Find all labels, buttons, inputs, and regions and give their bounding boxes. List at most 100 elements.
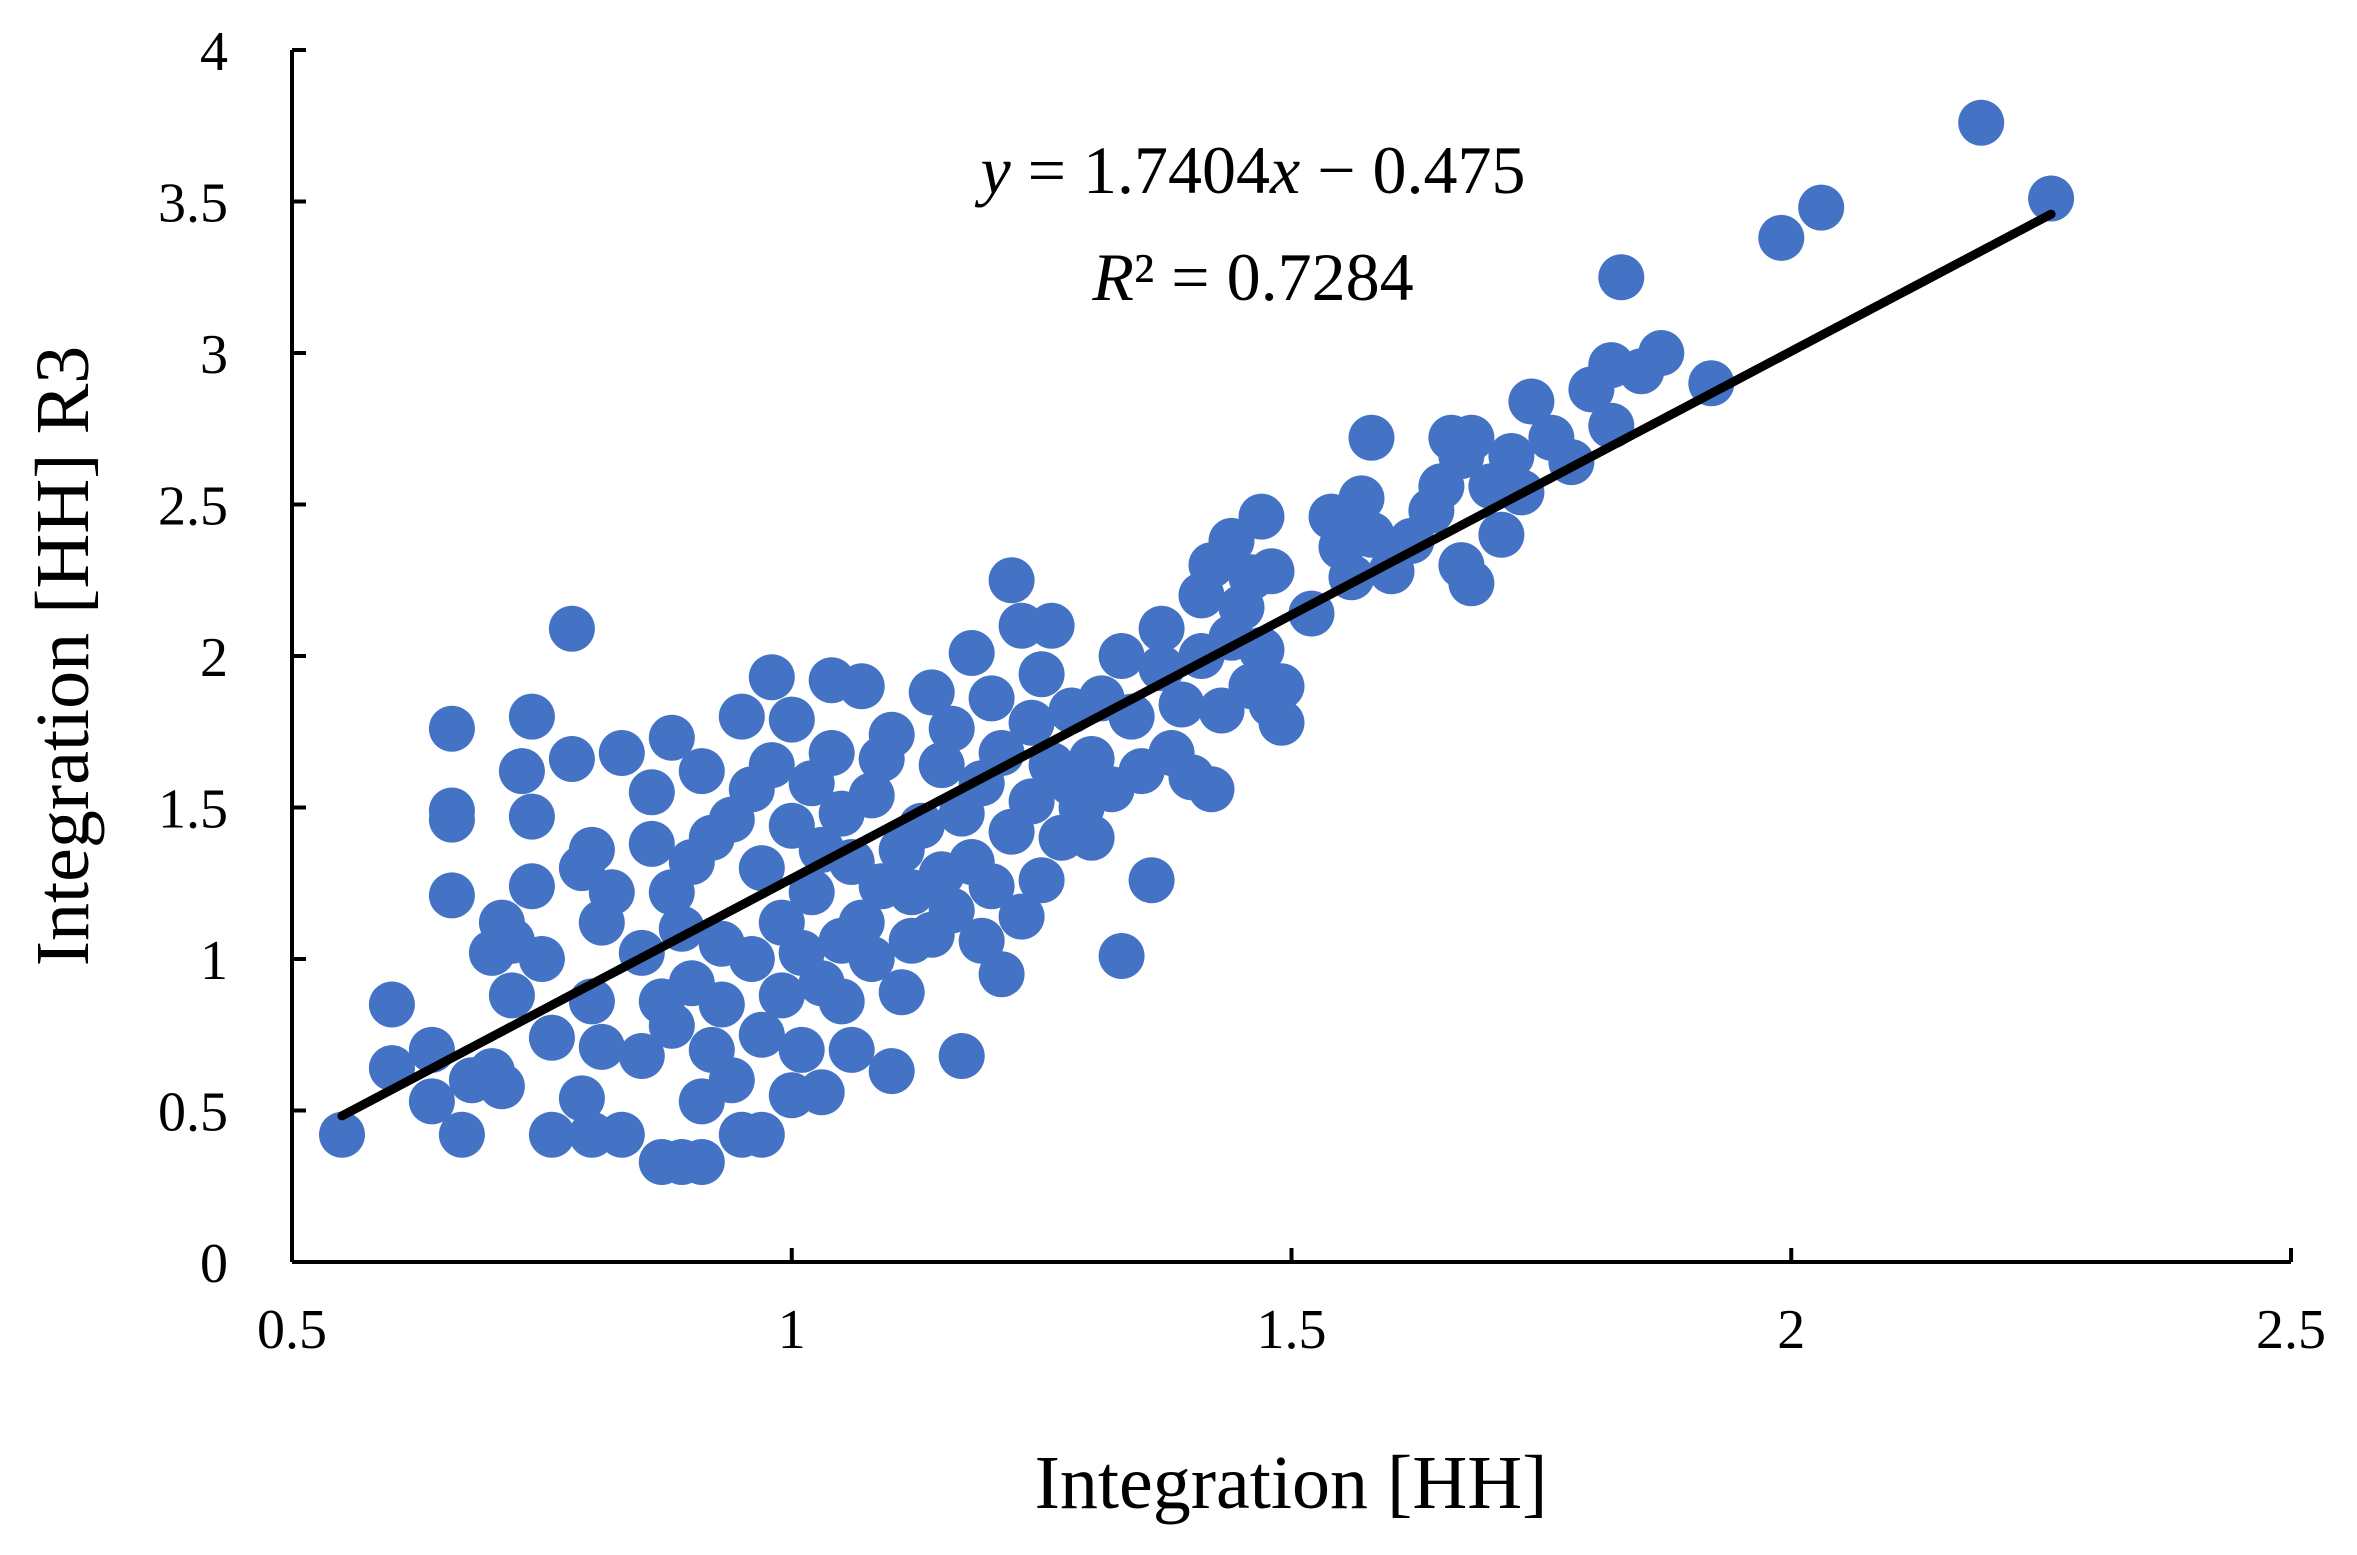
data-point [678,1139,725,1185]
data-point [1348,414,1395,461]
data-point [598,1111,645,1158]
data-point [728,936,775,982]
x-tick-label: 2 [1777,1299,1805,1361]
data-point [508,693,555,740]
x-tick-label: 2.5 [2256,1299,2326,1361]
data-point [1018,857,1065,904]
data-point [1098,933,1145,979]
r-squared-label: R² = 0.7284 [1091,239,1413,315]
data-points [319,99,2075,1185]
data-point [738,1011,785,1058]
data-point [848,936,895,982]
data-point [319,1111,365,1158]
data-point [528,1111,575,1158]
data-point [1018,651,1065,698]
data-point [678,748,725,795]
data-point [998,893,1045,940]
data-point [988,557,1035,604]
data-point [838,663,885,710]
data-point [428,872,475,919]
data-point [1958,99,2005,146]
data-point [1488,433,1535,479]
data-point [928,705,975,752]
data-point [708,1057,755,1104]
data-point [928,887,975,934]
data-point [508,793,555,840]
data-point [1508,378,1555,425]
data-point [1188,766,1235,813]
data-point [628,769,675,816]
y-axis-ticks: 0 0.5 1 1.5 2 2.5 3 3.5 4 [158,21,306,1295]
data-point [648,1002,695,1049]
data-point [368,981,415,1028]
data-point [1098,633,1145,679]
data-point [578,1023,625,1070]
data-point [1598,254,1645,301]
data-point [778,1026,825,1073]
y-tick-label: 2.5 [158,476,228,538]
data-point [878,969,925,1016]
data-point [938,1033,985,1079]
data-point [738,1111,785,1158]
data-point [1028,602,1075,649]
trendline-equation: y = 1.7404x − 0.475 [974,132,1525,208]
data-point [1258,699,1305,746]
data-point [598,730,645,776]
data-point [478,1063,525,1110]
data-point [1448,560,1495,607]
data-point [548,736,595,782]
data-point [1758,214,1805,261]
data-point [428,705,475,752]
data-point [1238,493,1285,540]
x-tick-label: 1.5 [1257,1299,1327,1361]
y-tick-label: 4 [200,21,228,83]
data-point [838,899,885,946]
data-point [698,981,745,1028]
data-point [968,863,1015,910]
trendline [337,209,2056,1121]
data-point [848,772,895,819]
data-point [958,917,1005,964]
data-point [978,951,1025,998]
data-point [558,1075,605,1122]
data-point [1638,330,1685,376]
data-point [798,1069,845,1116]
data-point [618,1033,665,1079]
y-tick-label: 0.5 [158,1082,228,1144]
data-point [498,748,545,795]
x-tick-label: 0.5 [257,1299,327,1361]
y-tick-label: 2 [200,627,228,689]
y-tick-label: 1 [200,930,228,992]
x-axis-title: Integration [HH] [1035,1441,1548,1525]
data-point [518,936,565,982]
x-tick-label: 1 [778,1299,806,1361]
data-point [438,1111,485,1158]
data-point [828,1026,875,1073]
data-point [868,711,915,758]
data-point [758,972,805,1019]
data-point [1348,511,1395,558]
data-point [528,1014,575,1061]
data-point [568,826,615,873]
y-tick-label: 3.5 [158,173,228,235]
data-point [1138,605,1185,652]
data-point [488,972,535,1019]
data-point [918,742,965,789]
data-point [768,696,815,743]
y-tick-label: 3 [200,324,228,386]
data-point [948,630,995,676]
data-point [818,978,865,1025]
data-point [508,863,555,910]
data-point [748,654,795,701]
data-point [748,742,795,789]
y-tick-label: 1.5 [158,779,228,841]
data-point [1248,548,1295,595]
data-point [1128,857,1175,904]
data-point [1008,778,1055,825]
data-point [1338,475,1385,522]
data-point [808,730,855,776]
data-point [428,796,475,843]
data-point [788,869,835,916]
data-point [1478,511,1525,558]
